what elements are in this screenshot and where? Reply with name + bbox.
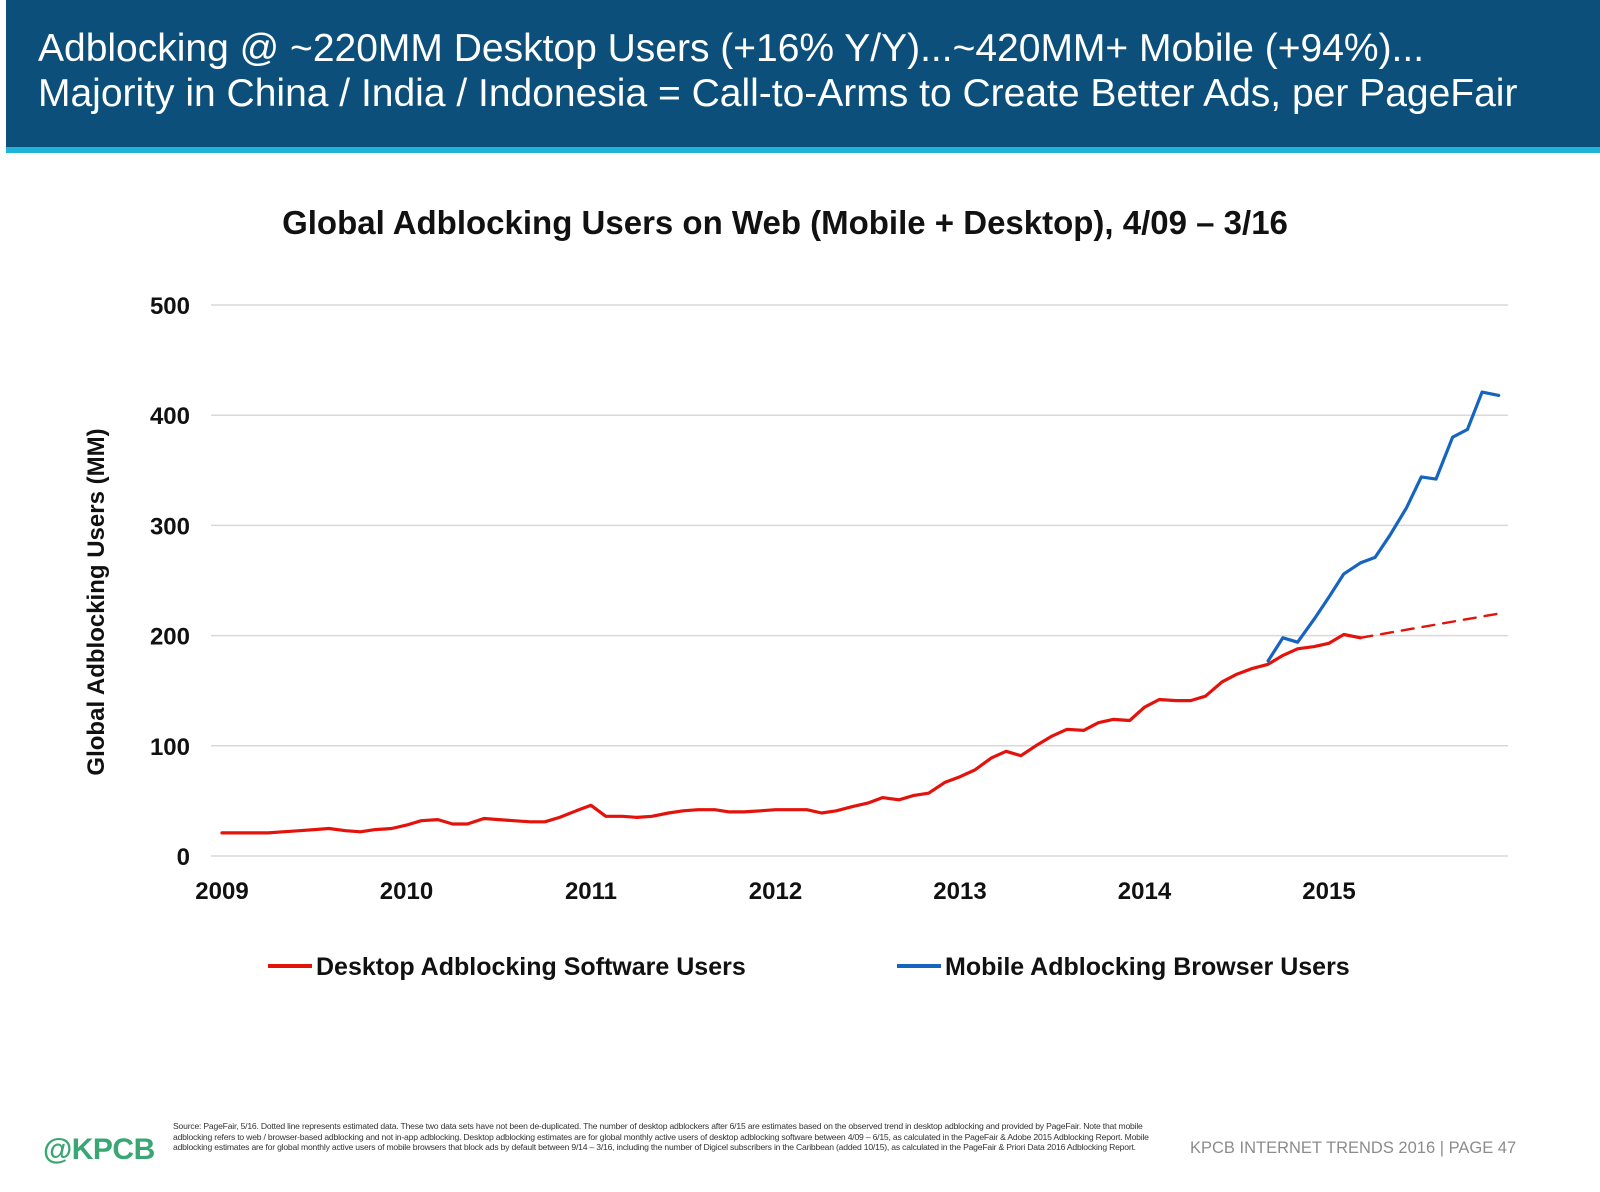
y-tick-label: 300 <box>150 513 190 540</box>
legend-label-mobile: Mobile Adblocking Browser Users <box>945 953 1350 981</box>
source-footnote: Source: PageFair, 5/16. Dotted line repr… <box>173 1121 1149 1152</box>
series-line-desktop-estimated <box>1359 612 1500 639</box>
slide-title-line-2: Majority in China / India / Indonesia = … <box>38 72 1518 115</box>
slide-title-line-1: Adblocking @ ~220MM Desktop Users (+16% … <box>38 27 1425 70</box>
chart-title: Global Adblocking Users on Web (Mobile +… <box>282 204 1288 241</box>
y-axis-label: Global Adblocking Users (MM) <box>83 428 110 775</box>
x-tick-label: 2011 <box>565 878 617 905</box>
series-lines <box>220 390 1501 835</box>
kpcb-logo: @KPCB <box>43 1133 155 1166</box>
legend: Desktop Adblocking Software Users Mobile … <box>268 953 1350 981</box>
header-accent-rule <box>6 147 1600 153</box>
page-reference: KPCB INTERNET TRENDS 2016 | PAGE 47 <box>1190 1139 1517 1157</box>
x-tick-label: 2012 <box>749 878 802 905</box>
x-tick-label: 2009 <box>195 878 248 905</box>
y-tick-label: 200 <box>150 624 190 651</box>
series-line-mobile <box>1266 390 1501 663</box>
x-tick-label: 2014 <box>1118 878 1172 905</box>
legend-label-desktop: Desktop Adblocking Software Users <box>316 953 746 981</box>
series-line-desktop <box>220 632 1363 835</box>
slide-header <box>6 0 1600 147</box>
y-tick-label: 0 <box>177 844 190 871</box>
y-tick-label: 500 <box>150 293 190 320</box>
x-tick-labels: 2009 2010 2011 2012 2013 2014 2015 <box>195 878 1355 905</box>
x-tick-label: 2015 <box>1302 878 1355 905</box>
y-tick-label: 400 <box>150 403 190 430</box>
x-tick-label: 2010 <box>380 878 433 905</box>
y-tick-labels: 0 100 200 300 400 500 <box>150 293 190 871</box>
adblocking-line-chart: Global Adblocking Users on Web (Mobile +… <box>83 204 1508 981</box>
gridlines <box>211 304 1508 857</box>
x-tick-label: 2013 <box>933 878 986 905</box>
y-tick-label: 100 <box>150 734 190 761</box>
